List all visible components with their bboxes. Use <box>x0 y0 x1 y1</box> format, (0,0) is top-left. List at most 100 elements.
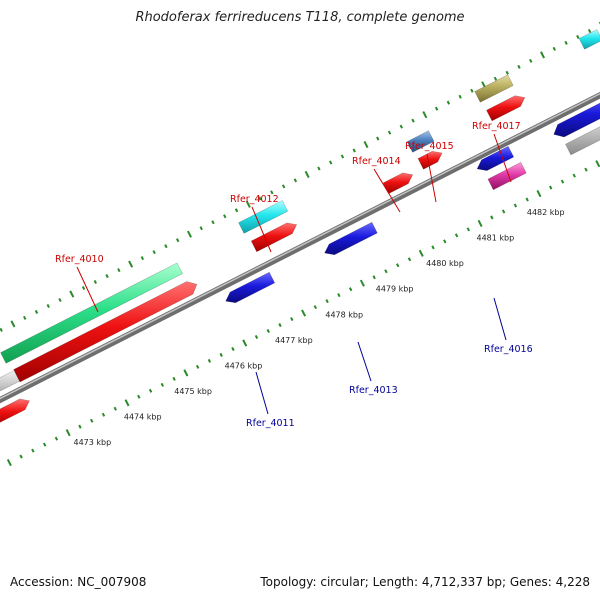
kbp-tick-label: 4476 kbp <box>225 361 263 370</box>
cds-rfer-4011 <box>225 271 276 304</box>
tick-mark <box>31 448 35 453</box>
tick-mark <box>23 315 27 320</box>
gene-label-rfer-4014: Rfer_4014 <box>352 156 401 167</box>
tick-mark <box>258 196 262 201</box>
cds-rfer-4012 <box>250 222 298 253</box>
gene-label-leader <box>255 371 269 415</box>
tick-mark <box>42 442 47 447</box>
gene-label-leader <box>373 168 401 213</box>
tick-mark <box>443 239 447 244</box>
kbp-tick-label: 4478 kbp <box>325 310 363 319</box>
tick-mark <box>124 399 130 407</box>
tick-mark <box>34 309 39 314</box>
tick-mark <box>270 190 274 195</box>
tick-mark <box>501 209 506 214</box>
tick-mark <box>128 260 134 268</box>
tick-mark <box>199 226 203 231</box>
tick-mark <box>290 317 294 322</box>
tick-mark <box>293 178 298 183</box>
tick-mark <box>587 28 592 33</box>
gene-label-rfer-4016: Rfer_4016 <box>484 344 533 355</box>
tick-mark <box>372 275 376 280</box>
tick-mark <box>219 352 223 357</box>
tick-mark <box>65 429 71 437</box>
tick-mark <box>340 154 345 159</box>
tick-mark <box>186 230 192 238</box>
feature-green <box>0 262 184 364</box>
tick-mark <box>254 334 259 340</box>
tick-mark <box>536 189 542 198</box>
tick-mark <box>352 148 356 153</box>
cds-rfer-4010 <box>13 281 198 383</box>
tick-mark <box>81 286 86 291</box>
tick-mark <box>160 382 165 387</box>
tick-mark <box>422 111 428 119</box>
tick-mark <box>540 51 546 59</box>
tick-mark <box>564 40 568 45</box>
tick-mark <box>231 346 235 351</box>
tick-mark <box>113 406 117 411</box>
tick-mark <box>466 227 471 232</box>
tick-mark <box>137 394 141 399</box>
tick-mark <box>58 297 62 302</box>
tick-mark <box>101 412 106 417</box>
tick-mark <box>242 339 248 347</box>
kbp-scale: 4473 kbp 4474 kbp 4475 kbp 4476 kbp 4477 kbp… <box>74 208 565 447</box>
gene-label-leader <box>251 206 272 253</box>
backbone-highlight <box>0 92 600 400</box>
tick-mark <box>105 274 109 279</box>
tick-mark <box>505 70 509 75</box>
upper-tick-row <box>0 21 600 332</box>
cds-reverse <box>553 102 600 138</box>
tick-mark <box>281 184 286 189</box>
rna-feature <box>565 126 600 156</box>
tick-mark <box>211 220 215 225</box>
genome-stats-text: Topology: circular; Length: 4,712,337 bp… <box>260 575 590 589</box>
tick-mark <box>19 454 23 459</box>
gene-label-leader <box>357 341 372 382</box>
tick-mark <box>301 309 307 317</box>
tick-mark <box>325 299 329 304</box>
kbp-tick-label: 4477 kbp <box>275 336 313 345</box>
tick-mark <box>176 238 180 243</box>
tick-mark <box>348 287 353 292</box>
gene-label-leader <box>493 133 512 183</box>
tick-mark <box>148 388 153 393</box>
tick-mark <box>54 436 59 441</box>
tick-mark <box>446 100 451 105</box>
tick-mark <box>93 280 97 285</box>
tick-mark <box>117 268 121 273</box>
tick-mark <box>376 136 380 141</box>
kbp-tick-label: 4474 kbp <box>124 413 162 422</box>
cds-rfer-4015 <box>417 150 443 170</box>
kbp-tick-label: 4479 kbp <box>376 285 414 294</box>
cds-rfer-4016 <box>476 145 515 171</box>
tick-mark <box>140 256 145 261</box>
gene-label-rfer-4015: Rfer_4015 <box>405 141 454 152</box>
tick-mark <box>234 208 239 213</box>
tick-mark <box>164 244 168 249</box>
tick-mark <box>434 106 439 111</box>
map-title: Rhodoferax ferrireducens T118, complete … <box>135 10 465 25</box>
tick-mark <box>418 249 424 257</box>
tick-mark <box>223 214 227 219</box>
tick-mark <box>454 233 459 238</box>
feature-magenta <box>487 161 527 191</box>
tick-mark <box>572 173 576 178</box>
feature-cyan <box>578 29 600 50</box>
tick-mark <box>0 327 3 332</box>
kbp-tick-label: 4475 kbp <box>174 387 212 396</box>
tick-mark <box>313 305 318 310</box>
tick-mark <box>560 179 565 184</box>
tick-mark <box>266 329 270 334</box>
accession-text: Accession: NC_007908 <box>10 575 147 589</box>
tick-mark <box>431 245 435 250</box>
gene-label-leader <box>426 153 437 203</box>
tick-mark <box>470 88 474 93</box>
gene-label-rfer-4012: Rfer_4012 <box>230 194 279 205</box>
tick-mark <box>304 170 310 179</box>
tick-mark <box>337 293 341 298</box>
tick-mark <box>329 160 333 165</box>
tick-mark <box>183 369 189 377</box>
